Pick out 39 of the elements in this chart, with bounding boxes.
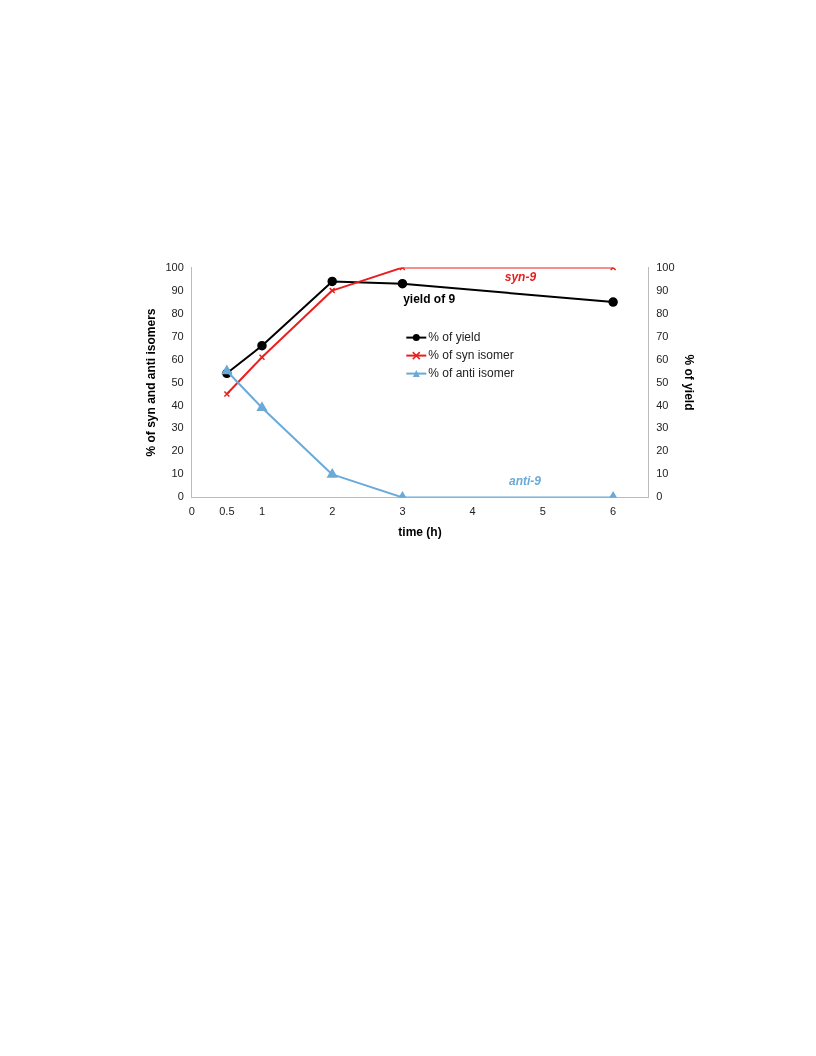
y2-tick-label: 40 (656, 398, 669, 411)
legend-label: % of syn isomer (428, 347, 514, 362)
x-tick-label: 4 (469, 505, 476, 518)
y2-tick-label: 0 (656, 490, 663, 503)
y-tick-label: 40 (171, 398, 184, 411)
y2-tick-label: 10 (656, 467, 669, 480)
y2-tick-label: 30 (656, 421, 669, 434)
x-tick-label: 3 (399, 505, 406, 518)
legend-label: % of yield (428, 329, 481, 344)
y-tick-label: 80 (171, 306, 184, 319)
y-axis-title: % of syn and anti isomers (143, 308, 158, 457)
y-tick-label: 20 (171, 444, 184, 457)
annotation: yield of 9 (403, 292, 456, 307)
y-tick-label: 10 (171, 467, 184, 480)
y2-tick-label: 20 (656, 444, 669, 457)
y-tick-label: 30 (171, 421, 184, 434)
x-tick-label: 2 (329, 505, 336, 518)
legend-label: % of anti isomer (428, 365, 515, 380)
x-tick-label: 6 (610, 505, 617, 518)
annotation: anti-9 (508, 473, 542, 488)
y2-tick-label: 80 (656, 306, 669, 319)
y-tick-label: 90 (171, 283, 184, 296)
x-tick-label: 1 (258, 505, 266, 518)
y-tick-label: 0 (177, 490, 184, 503)
y-tick-label: 60 (171, 352, 184, 365)
annotation: syn-9 (504, 270, 537, 285)
y2-tick-label: 50 (656, 375, 669, 388)
x-tick-label: 5 (539, 505, 546, 518)
y2-tick-label: 100 (656, 260, 675, 273)
y-tick-label: 100 (165, 260, 184, 273)
y2-tick-label: 60 (656, 352, 669, 365)
y-tick-label: 50 (171, 375, 184, 388)
y-tick-label: 70 (171, 329, 184, 342)
x-tick-label: 0.5 (219, 505, 235, 518)
y2-tick-label: 90 (656, 283, 669, 296)
y2-tick-label: 70 (656, 329, 669, 342)
x-tick-label: 0 (188, 505, 195, 518)
y2-axis-title: % of yield (682, 354, 697, 411)
x-axis-title: time (h) (398, 525, 442, 540)
